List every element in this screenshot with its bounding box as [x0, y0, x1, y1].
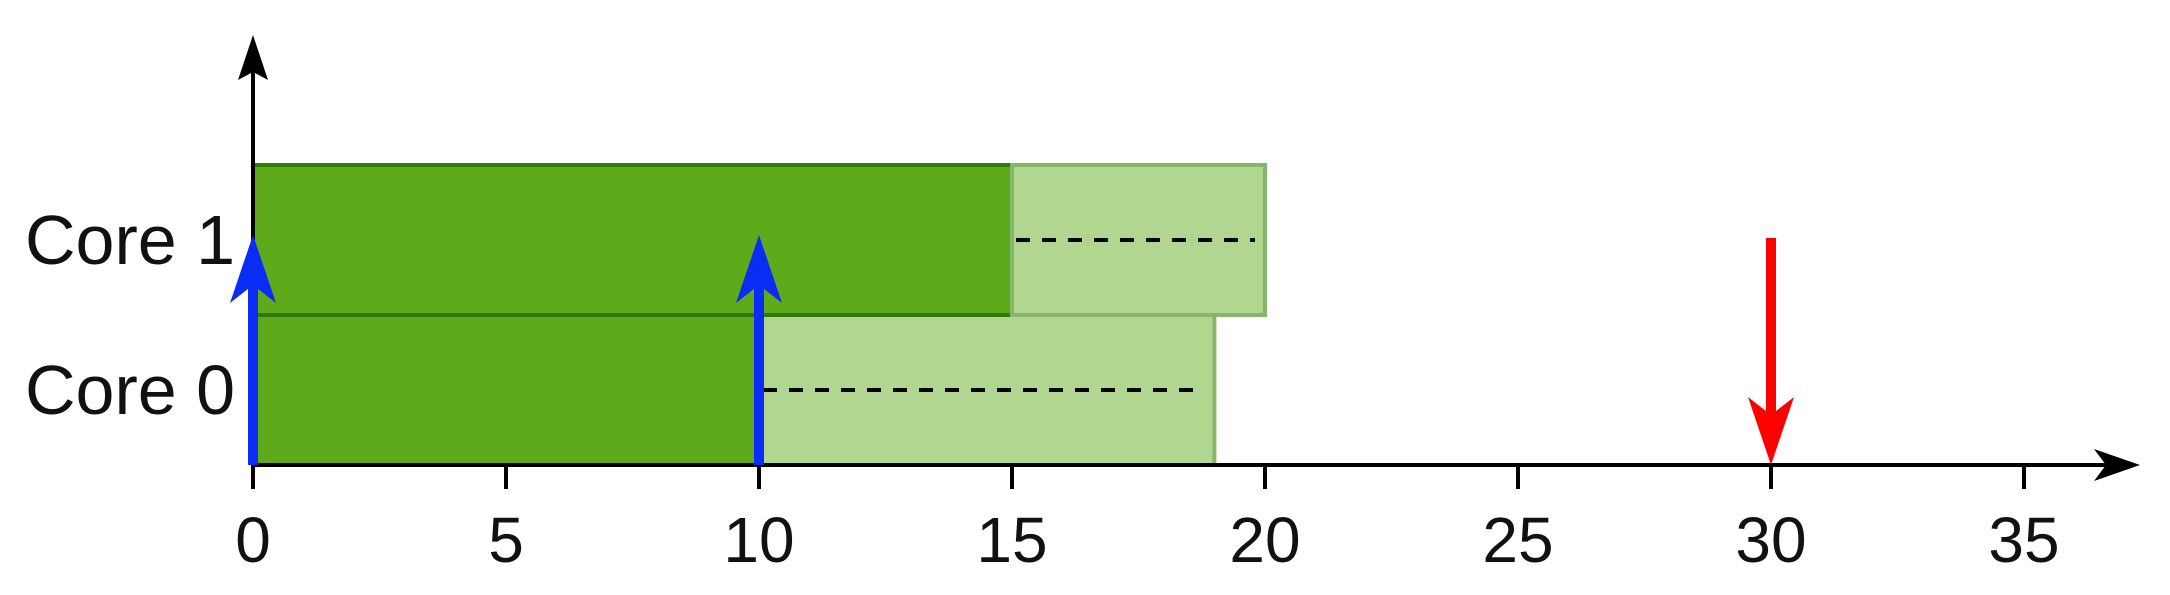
x-tick-label: 5 [488, 504, 524, 576]
release-arrow-0-icon [230, 235, 276, 303]
x-ticks [251, 465, 2026, 489]
dashed-lines [763, 238, 1255, 392]
release-arrow-1-icon [736, 235, 782, 303]
bar-core1-seg0 [251, 163, 1014, 317]
x-tick-label: 15 [976, 504, 1047, 576]
y-axis-arrowhead-icon [238, 35, 268, 80]
deadline-arrow-0-icon [1748, 397, 1794, 465]
x-tick-label: 35 [1988, 504, 2059, 576]
event-arrows [230, 235, 1794, 465]
x-tick-labels: 0 5 10 15 20 25 30 35 [235, 504, 2059, 576]
x-tick-label: 0 [235, 504, 271, 576]
x-tick-label: 30 [1735, 504, 1806, 576]
row-label-core-1: Core 1 [25, 201, 235, 279]
row-labels: Core 0 Core 1 [25, 201, 235, 429]
row-label-core-0: Core 0 [25, 351, 235, 429]
bar-core0-seg0 [251, 313, 761, 467]
x-tick-label: 10 [723, 504, 794, 576]
x-tick-label: 25 [1482, 504, 1553, 576]
x-tick-label: 20 [1229, 504, 1300, 576]
x-axis-arrowhead-icon [2094, 449, 2140, 481]
